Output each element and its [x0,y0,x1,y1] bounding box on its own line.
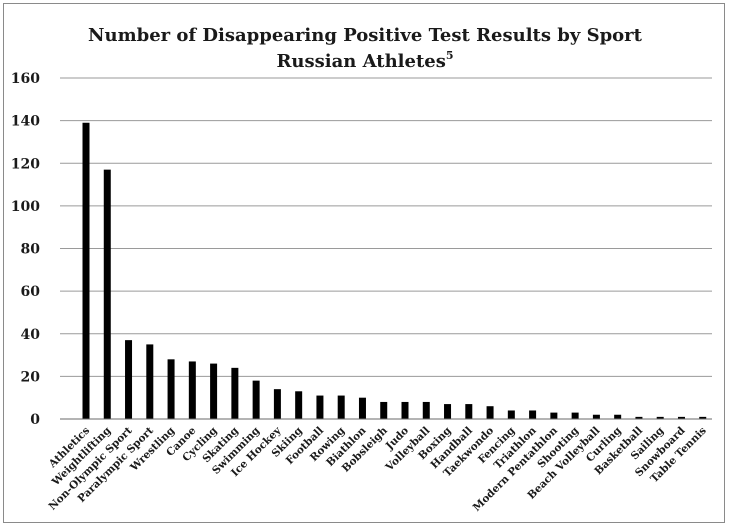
bar-snowboard [677,416,685,419]
bar-beach-volleyball [592,414,600,419]
y-axis-ticks: 0 20 40 60 80 100 120 140 160 [11,71,40,428]
y-tick-label: 40 [21,327,41,343]
footnote-marker: 5 [445,49,454,62]
bar-paralympic-sport [146,344,154,419]
bar-swimming [252,380,260,419]
y-tick-label: 0 [30,412,40,428]
bar-rowing [337,395,345,419]
bar-judo [401,401,409,419]
y-tick-label: 80 [21,242,41,258]
bar-taekwondo [486,406,494,419]
chart-frame [3,3,725,523]
bar-biathlon [358,397,366,419]
chart-subtitle-text: Russian Athletes [276,51,446,72]
bar-triathlon [529,410,537,419]
bar-weightlifting [103,169,111,419]
y-tick-label: 60 [21,284,41,300]
bar-curling [614,414,622,419]
bar-sailing [656,416,664,419]
bar-shooting [571,412,579,419]
bar-bobsleigh [380,401,388,419]
bar-football [316,395,324,419]
bar-non-olympic-sport [125,340,133,419]
y-tick-label: 20 [21,369,41,385]
bar-wrestling [167,359,175,419]
y-tick-label: 120 [11,156,40,172]
y-tick-label: 160 [11,71,40,87]
bar-basketball [635,416,643,419]
chart-title: Number of Disappearing Positive Test Res… [88,25,642,46]
bar-table-tennis [699,416,707,419]
bar-skiing [295,391,303,419]
bar-boxing [444,404,452,419]
bars [82,122,707,419]
bar-canoe [188,361,196,419]
bar-modern-pentathlon [550,412,558,419]
bar-cycling [210,363,218,419]
chart-subtitle: Russian Athletes5 [0,49,730,72]
bar-ice-hockey [273,389,281,419]
y-tick-label: 100 [11,199,40,215]
bar-skating [231,367,239,419]
bar-volleyball [422,401,430,419]
gridlines [60,77,712,377]
bar-fencing [507,410,515,419]
y-tick-label: 140 [11,114,40,130]
bar-athletics [82,122,90,419]
bar-handball [465,404,473,419]
